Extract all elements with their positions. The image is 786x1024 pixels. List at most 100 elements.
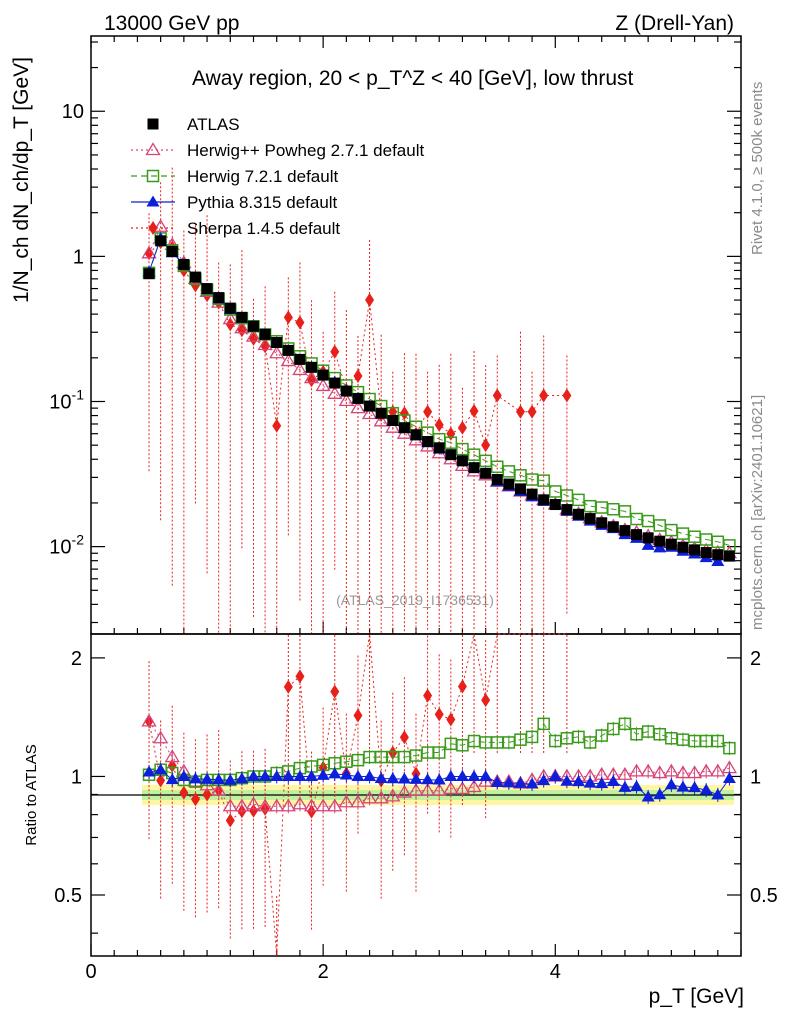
data-point	[245, 328, 262, 342]
ratio-point	[688, 781, 702, 793]
ratio-tick-label-right: 1	[750, 766, 761, 788]
data-point	[677, 541, 689, 553]
ratio-line	[148, 769, 730, 798]
ratio-point	[235, 772, 249, 784]
ratio-point	[722, 771, 736, 783]
data-point	[573, 508, 584, 520]
data-point	[213, 292, 225, 304]
data-point	[480, 467, 492, 479]
ratio-point	[315, 798, 331, 812]
ratio-point	[211, 782, 227, 796]
ratio-point	[212, 773, 226, 785]
ratio-point	[373, 790, 389, 804]
ratio-point	[190, 792, 200, 807]
data-point	[315, 378, 331, 392]
legend-marker	[147, 118, 159, 130]
ratio-point	[537, 717, 550, 731]
data-point	[222, 311, 238, 325]
plot-title: Away region, 20 < p_T^Z < 40 [GeV], low …	[192, 67, 634, 90]
y-tick-label: 10-2	[49, 532, 84, 559]
rivet-label: Rivet 4.1.0, ≥ 500k events	[749, 82, 766, 255]
data-point	[688, 530, 701, 543]
data-point	[236, 311, 248, 323]
data-point	[153, 218, 169, 232]
data-point	[619, 525, 631, 537]
data-point	[350, 400, 366, 414]
legend-label: Herwig++ Powheg 2.7.1 default	[187, 141, 424, 160]
data-point	[423, 404, 433, 419]
ratio-point	[583, 776, 597, 788]
ratio-point	[628, 763, 645, 777]
ratio-point	[525, 730, 539, 744]
ratio-point	[676, 780, 690, 792]
data-point	[561, 504, 573, 516]
ratio-point	[141, 713, 157, 727]
data-point	[491, 460, 504, 474]
data-point	[271, 337, 283, 349]
axes: 0 2 4 10 1 10-1 10-2 0.5 0.5 1 1 2 2	[49, 36, 778, 983]
ratio-point	[618, 717, 632, 731]
data-point	[642, 532, 654, 544]
ratio-point	[434, 707, 444, 722]
data-point	[584, 513, 596, 525]
data-point	[723, 550, 735, 562]
ratio-point	[258, 769, 272, 781]
ratio-y-axis-title: Ratio to ATLAS	[23, 744, 40, 845]
ratio-point	[675, 765, 691, 779]
data-point	[340, 385, 352, 397]
data-point	[248, 320, 259, 332]
data-point	[491, 474, 503, 486]
ratio-point	[595, 729, 608, 742]
data-point	[292, 362, 308, 376]
ratio-tick-label-left: 2	[71, 648, 82, 670]
data-point	[234, 320, 250, 334]
ratio-point	[245, 796, 262, 810]
data-point	[303, 370, 320, 384]
data-point	[618, 505, 632, 518]
data-point	[155, 235, 167, 247]
data-point	[665, 538, 677, 550]
ratio-point	[292, 796, 308, 810]
ratio-point	[202, 787, 212, 802]
data-point	[224, 302, 236, 314]
ratio-point	[361, 790, 378, 804]
data-point	[280, 353, 296, 367]
data-point	[676, 527, 690, 540]
ratio-point	[247, 769, 260, 781]
data-point	[502, 465, 516, 478]
legend-label: ATLAS	[187, 115, 240, 134]
ratio-tick-label-left: 1	[71, 766, 82, 788]
ratio-point	[305, 769, 319, 781]
ratio-point	[269, 798, 285, 812]
ratio-point	[399, 730, 409, 745]
ratio-point	[200, 772, 214, 784]
data-point	[572, 493, 585, 507]
data-point	[257, 337, 273, 351]
ratio-point	[711, 788, 725, 800]
ratio-point	[222, 798, 238, 812]
data-point	[269, 345, 285, 359]
ratio-point	[142, 765, 156, 777]
data-point	[260, 339, 270, 354]
ratio-point	[663, 763, 679, 777]
ratio-point	[421, 773, 435, 785]
ratio-point	[223, 773, 237, 785]
data-point	[549, 499, 561, 511]
data-point	[398, 422, 410, 434]
x-axis-title: p_T [GeV]	[649, 985, 744, 1008]
ratio-point	[281, 769, 295, 781]
data-point	[143, 268, 155, 280]
ratio-point	[653, 788, 667, 800]
ratio-point	[153, 730, 169, 744]
data-point	[607, 521, 619, 533]
data-point	[353, 368, 363, 383]
ratio-point	[537, 774, 551, 786]
ratio-point	[154, 763, 168, 775]
data-point	[364, 400, 376, 412]
data-point	[538, 494, 550, 506]
data-point	[201, 283, 213, 295]
ratio-point	[385, 788, 401, 802]
data-point	[387, 414, 399, 426]
data-point	[630, 512, 643, 526]
data-point	[700, 547, 712, 559]
